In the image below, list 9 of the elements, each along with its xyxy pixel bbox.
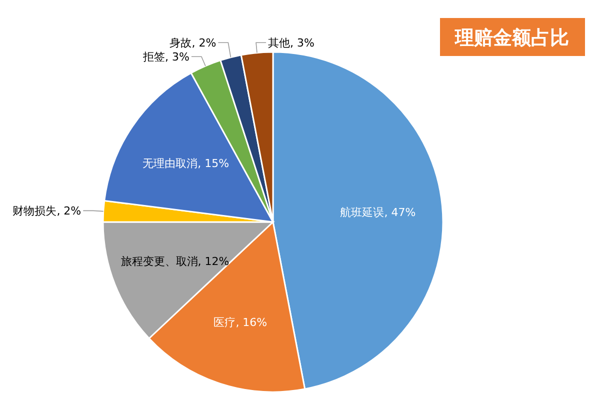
slice-label: 无理由取消, 15% xyxy=(142,156,230,170)
slice-label: 身故, 2% xyxy=(170,36,216,50)
slice-label: 旅程变更、取消, 12% xyxy=(120,254,230,268)
slice-label: 拒签, 3% xyxy=(142,50,190,64)
slice-label: 财物损失, 2% xyxy=(12,204,82,218)
slice-label: 航班延误, 47% xyxy=(340,206,416,220)
text: 理赔金额占比 xyxy=(454,27,569,49)
slice-label: 其他, 3% xyxy=(268,36,314,50)
slice-label: 医疗, 16% xyxy=(214,316,268,330)
